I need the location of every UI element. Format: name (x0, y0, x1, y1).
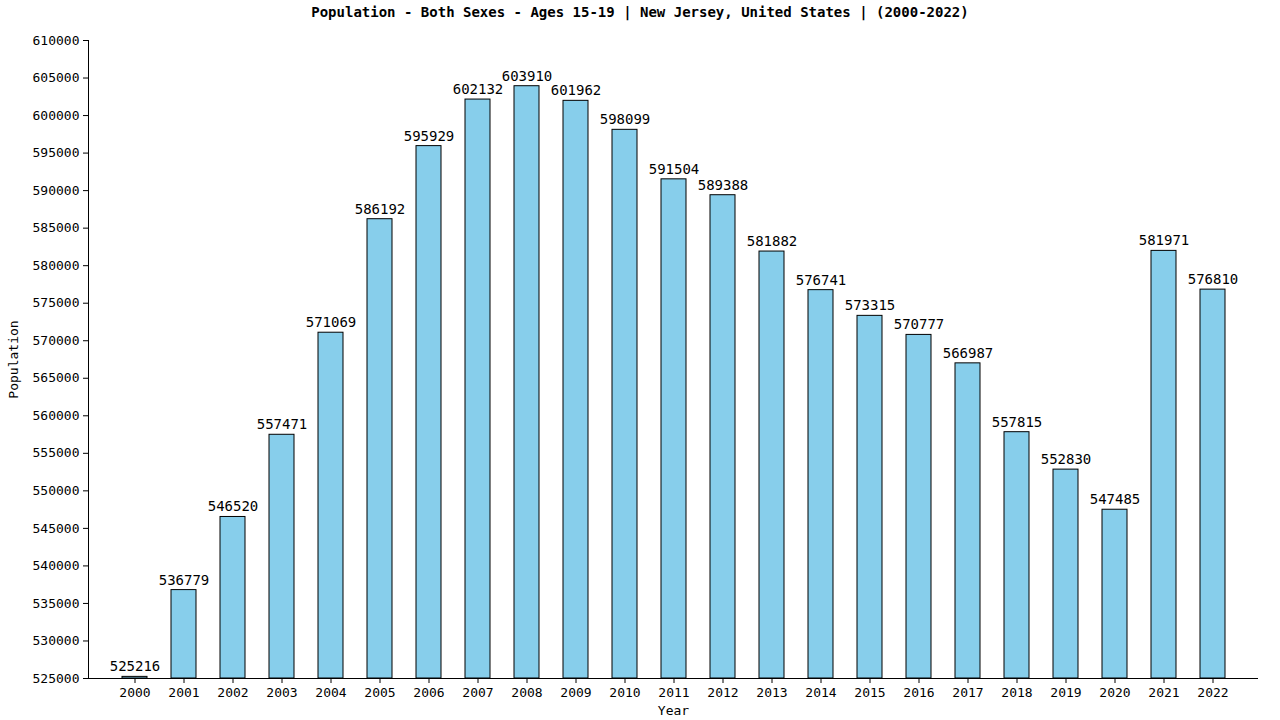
svg-text:530000: 530000 (33, 633, 80, 648)
svg-text:545000: 545000 (33, 521, 80, 536)
svg-text:2004: 2004 (315, 685, 346, 700)
svg-text:540000: 540000 (33, 558, 80, 573)
svg-text:555000: 555000 (33, 445, 80, 460)
svg-text:2011: 2011 (658, 685, 689, 700)
svg-text:2015: 2015 (854, 685, 885, 700)
svg-text:610000: 610000 (33, 33, 80, 48)
svg-text:2016: 2016 (903, 685, 934, 700)
svg-text:570000: 570000 (33, 333, 80, 348)
svg-text:2012: 2012 (707, 685, 738, 700)
svg-text:590000: 590000 (33, 183, 80, 198)
svg-text:575000: 575000 (33, 295, 80, 310)
svg-text:2020: 2020 (1099, 685, 1130, 700)
svg-text:2000: 2000 (119, 685, 150, 700)
svg-text:547485: 547485 (1090, 491, 1141, 507)
svg-text:2021: 2021 (1148, 685, 1179, 700)
svg-text:550000: 550000 (33, 483, 80, 498)
svg-text:598099: 598099 (600, 111, 651, 127)
svg-text:525000: 525000 (33, 671, 80, 686)
svg-text:2006: 2006 (413, 685, 444, 700)
svg-text:565000: 565000 (33, 370, 80, 385)
svg-text:535000: 535000 (33, 596, 80, 611)
svg-text:552830: 552830 (1041, 451, 1092, 467)
svg-text:557471: 557471 (257, 416, 308, 432)
svg-text:2002: 2002 (217, 685, 248, 700)
svg-text:2022: 2022 (1197, 685, 1228, 700)
svg-text:586192: 586192 (355, 201, 406, 217)
svg-text:2017: 2017 (952, 685, 983, 700)
svg-text:603910: 603910 (502, 68, 553, 84)
svg-text:2013: 2013 (756, 685, 787, 700)
svg-text:595000: 595000 (33, 145, 80, 160)
svg-text:Population: Population (6, 320, 21, 398)
svg-text:2001: 2001 (168, 685, 199, 700)
svg-text:Year: Year (658, 703, 689, 718)
svg-text:2014: 2014 (805, 685, 836, 700)
svg-text:602132: 602132 (453, 81, 504, 97)
svg-text:2018: 2018 (1001, 685, 1032, 700)
svg-text:580000: 580000 (33, 258, 80, 273)
svg-text:525216: 525216 (110, 658, 161, 674)
svg-text:2007: 2007 (462, 685, 493, 700)
svg-text:585000: 585000 (33, 220, 80, 235)
svg-text:546520: 546520 (208, 498, 259, 514)
svg-text:2010: 2010 (609, 685, 640, 700)
svg-text:560000: 560000 (33, 408, 80, 423)
svg-text:576810: 576810 (1188, 271, 1239, 287)
svg-text:557815: 557815 (992, 414, 1043, 430)
svg-text:2003: 2003 (266, 685, 297, 700)
svg-text:605000: 605000 (33, 70, 80, 85)
svg-text:2019: 2019 (1050, 685, 1081, 700)
svg-text:576741: 576741 (796, 272, 847, 288)
svg-text:2009: 2009 (560, 685, 591, 700)
svg-text:566987: 566987 (943, 345, 994, 361)
svg-text:591504: 591504 (649, 161, 700, 177)
svg-text:600000: 600000 (33, 108, 80, 123)
html-text:Population - Both Sexes - Ages: Population - Both Sexes - Ages 15-19 | N… (311, 4, 969, 20)
svg-text:589388: 589388 (698, 177, 749, 193)
svg-text:573315: 573315 (845, 297, 896, 313)
svg-text:595929: 595929 (404, 128, 455, 144)
svg-text:2005: 2005 (364, 685, 395, 700)
svg-text:571069: 571069 (306, 314, 357, 330)
svg-text:536779: 536779 (159, 572, 210, 588)
svg-text:581971: 581971 (1139, 232, 1190, 248)
svg-text:581882: 581882 (747, 233, 798, 249)
svg-text:570777: 570777 (894, 316, 945, 332)
svg-text:2008: 2008 (511, 685, 542, 700)
svg-text:601962: 601962 (551, 82, 602, 98)
